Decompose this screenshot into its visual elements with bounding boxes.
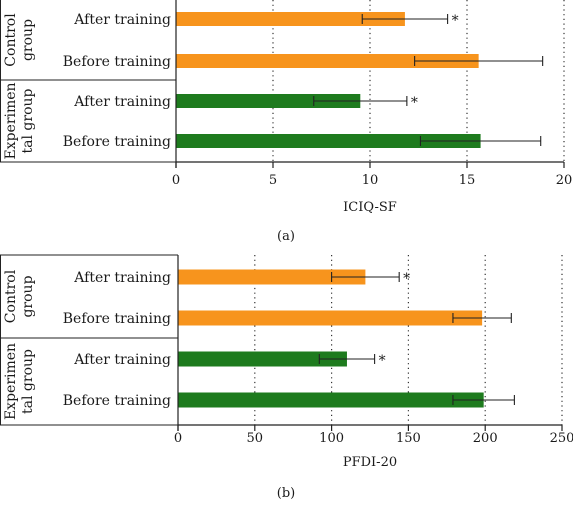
- group-label: Control: [3, 13, 19, 67]
- significance-star: *: [379, 353, 386, 369]
- significance-star: *: [452, 13, 459, 29]
- bar-control-before: [178, 310, 483, 326]
- significance-star: *: [403, 271, 410, 287]
- x-tick-label: 5: [269, 173, 277, 188]
- bar-experimental-before: [178, 392, 484, 408]
- x-tick-label: 150: [396, 431, 421, 446]
- group-label: tal group: [20, 88, 36, 153]
- group-label: Experimen: [3, 82, 19, 159]
- category-label: Before training: [63, 134, 171, 150]
- category-label: Before training: [63, 54, 171, 70]
- x-tick-label: 50: [247, 431, 264, 446]
- x-tick-label: 250: [550, 431, 573, 446]
- category-label: After training: [73, 12, 171, 28]
- group-label: group: [20, 19, 36, 61]
- panel-label: (b): [277, 486, 295, 501]
- category-label: After training: [73, 270, 171, 286]
- bar-experimental-after: [178, 351, 347, 367]
- panel-label: (a): [277, 229, 295, 244]
- category-label: After training: [73, 352, 171, 368]
- x-tick-label: 0: [174, 431, 182, 446]
- group-label: group: [20, 275, 36, 317]
- category-label: Before training: [63, 311, 171, 327]
- bar-control-before: [176, 54, 479, 68]
- x-tick-label: 0: [172, 173, 180, 188]
- group-label: Experimen: [3, 343, 19, 420]
- x-axis-title: PFDI-20: [343, 455, 397, 470]
- x-tick-label: 200: [473, 431, 498, 446]
- x-tick-label: 100: [319, 431, 344, 446]
- x-axis-title: ICIQ-SF: [343, 200, 397, 215]
- bar-control-after: [176, 12, 405, 26]
- category-label: After training: [73, 94, 171, 110]
- x-tick-label: 15: [459, 173, 476, 188]
- x-tick-label: 10: [362, 173, 379, 188]
- x-tick-label: 20: [556, 173, 573, 188]
- category-label: Before training: [63, 393, 171, 409]
- bar-experimental-before: [176, 134, 481, 148]
- group-label: tal group: [20, 349, 36, 414]
- bar-control-after: [178, 269, 366, 285]
- group-label: Control: [3, 269, 19, 323]
- significance-star: *: [411, 95, 418, 111]
